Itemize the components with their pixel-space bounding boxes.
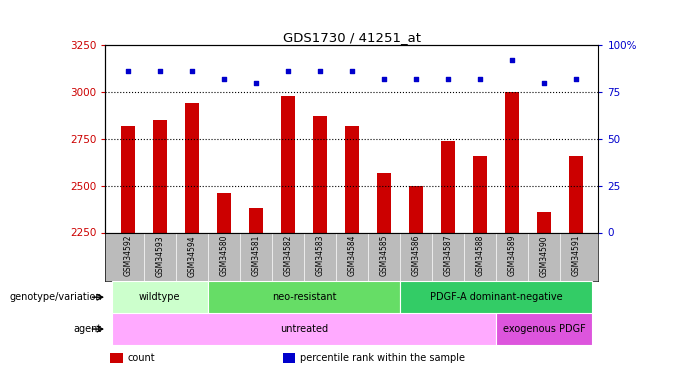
Text: GSM34584: GSM34584 (347, 235, 356, 276)
Bar (505, 92, 519, 232)
Point (443, 76, 454, 82)
Text: GSM34592: GSM34592 (123, 235, 133, 276)
Text: GSM34580: GSM34580 (220, 235, 228, 276)
Point (314, 68, 325, 74)
Bar (345, 126, 359, 232)
Text: genotype/variation: genotype/variation (10, 292, 102, 302)
Point (411, 76, 422, 82)
Bar (110, 353, 122, 363)
Point (250, 80, 261, 86)
Point (154, 68, 165, 74)
Text: exogenous PDGF: exogenous PDGF (503, 324, 585, 334)
Text: GSM34587: GSM34587 (443, 235, 452, 276)
Bar (249, 208, 263, 232)
Text: GSM34590: GSM34590 (539, 235, 549, 277)
Text: GSM34591: GSM34591 (571, 235, 581, 276)
Bar (152, 120, 167, 232)
Text: untreated: untreated (279, 324, 328, 334)
Bar (217, 193, 231, 232)
Bar (281, 96, 295, 232)
Text: agent: agent (73, 324, 102, 334)
Bar (496, 313, 592, 345)
Text: GSM34586: GSM34586 (411, 235, 420, 276)
Text: GSM34582: GSM34582 (284, 235, 292, 276)
Point (379, 76, 390, 82)
Text: neo-resistant: neo-resistant (271, 292, 336, 302)
Text: PDGF-A dominant-negative: PDGF-A dominant-negative (430, 292, 562, 302)
Text: GSM34594: GSM34594 (187, 235, 197, 277)
Bar (185, 103, 199, 232)
Title: GDS1730 / 41251_at: GDS1730 / 41251_at (283, 31, 421, 44)
Bar (441, 141, 455, 232)
Text: GSM34581: GSM34581 (252, 235, 260, 276)
Bar (537, 212, 551, 232)
Point (218, 76, 229, 82)
Bar (112, 281, 208, 313)
Bar (283, 353, 295, 363)
Bar (568, 156, 583, 232)
Text: count: count (128, 353, 155, 363)
Text: percentile rank within the sample: percentile rank within the sample (300, 353, 465, 363)
Point (571, 76, 581, 82)
Point (507, 57, 517, 63)
Point (282, 68, 293, 74)
Text: GSM34583: GSM34583 (316, 235, 324, 276)
Text: GSM34593: GSM34593 (155, 235, 165, 277)
Point (347, 68, 358, 74)
Bar (112, 313, 496, 345)
Bar (377, 172, 391, 232)
Bar (208, 281, 400, 313)
Text: GSM34589: GSM34589 (507, 235, 517, 276)
Bar (120, 126, 135, 232)
Bar (473, 156, 487, 232)
Text: wildtype: wildtype (139, 292, 181, 302)
Bar (409, 186, 423, 232)
Point (539, 80, 549, 86)
Point (186, 68, 197, 74)
Text: GSM34585: GSM34585 (379, 235, 388, 276)
Text: GSM34588: GSM34588 (475, 235, 484, 276)
Point (475, 76, 486, 82)
Bar (400, 281, 592, 313)
Bar (313, 116, 327, 232)
Point (122, 68, 133, 74)
